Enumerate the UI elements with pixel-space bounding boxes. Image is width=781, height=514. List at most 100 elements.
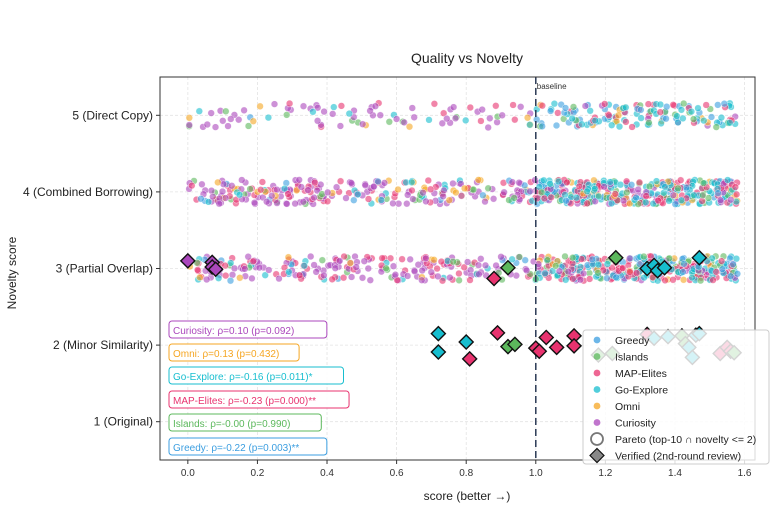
data-point (404, 272, 412, 280)
data-point (211, 123, 220, 131)
data-point (484, 184, 492, 192)
data-point (256, 102, 264, 110)
verified-diamond (548, 339, 565, 356)
data-point (645, 182, 654, 191)
data-point (572, 194, 581, 202)
data-point (581, 102, 590, 110)
data-point (680, 99, 688, 108)
correlation-box (168, 366, 344, 385)
data-point (230, 264, 239, 273)
data-point (586, 107, 594, 115)
data-point (481, 261, 490, 270)
legend-label: Islands (615, 352, 648, 364)
data-point (533, 115, 541, 124)
data-point (342, 194, 350, 202)
data-point (209, 193, 217, 201)
data-point (477, 255, 485, 263)
y-axis-label: Novelty score (5, 236, 19, 309)
verified-diamond (207, 261, 224, 278)
data-point (185, 114, 193, 122)
data-point (224, 122, 232, 130)
data-point (449, 179, 457, 188)
data-point (466, 276, 474, 284)
x-axis-label: score (better →) (424, 489, 511, 503)
data-point (405, 123, 414, 131)
data-point (632, 269, 641, 277)
correlation-box (168, 343, 300, 362)
x-tick-label: 0.4 (320, 468, 334, 479)
data-point (635, 178, 644, 187)
data-point (203, 275, 211, 284)
data-point (235, 191, 244, 199)
data-point (283, 111, 291, 119)
legend-marker (593, 336, 601, 344)
data-point (195, 107, 203, 115)
legend-marker (590, 432, 604, 446)
data-point (526, 187, 534, 195)
data-point (452, 188, 460, 197)
data-point (324, 188, 332, 197)
data-point (197, 195, 205, 203)
data-point (348, 273, 356, 281)
x-tick-label: 1.2 (598, 468, 612, 479)
data-point (626, 268, 634, 276)
data-point (336, 257, 344, 265)
data-point (258, 178, 267, 186)
data-point (222, 107, 230, 115)
data-point (671, 200, 679, 208)
verified-diamond (458, 334, 475, 351)
data-point (595, 192, 603, 201)
data-point (583, 199, 591, 207)
data-point (707, 113, 716, 121)
data-point (669, 276, 677, 284)
correlation-label: Greedy: ρ=-0.22 (p=0.003)** (173, 443, 299, 454)
data-point (657, 119, 665, 128)
data-point (733, 270, 742, 278)
data-point (430, 100, 439, 108)
data-point (632, 194, 640, 202)
x-tick-label: 1.0 (529, 468, 543, 479)
data-point (680, 260, 688, 268)
data-point (218, 187, 227, 196)
data-point (330, 103, 338, 111)
verified-diamond (566, 337, 583, 354)
data-point (361, 181, 369, 189)
data-point (419, 189, 427, 197)
data-point (615, 122, 624, 131)
data-point (311, 179, 319, 187)
data-point (661, 276, 669, 285)
data-point (215, 200, 223, 208)
data-point (462, 116, 470, 125)
data-point (370, 183, 378, 191)
data-point (661, 183, 669, 191)
data-point (333, 183, 341, 191)
data-point (486, 114, 494, 122)
data-point (554, 109, 562, 117)
data-point (576, 276, 585, 284)
data-point (291, 200, 299, 208)
legend-label: Omni (615, 401, 640, 413)
data-point (578, 120, 586, 128)
data-point (637, 106, 645, 114)
data-point (314, 117, 322, 125)
verified-diamond (489, 324, 506, 341)
data-point (457, 192, 466, 200)
data-point (509, 101, 517, 109)
verified-diamond (531, 343, 548, 360)
data-point (346, 259, 355, 267)
data-point (521, 256, 529, 264)
legend-label: Go-Explore (615, 385, 668, 397)
data-point (492, 261, 500, 270)
data-point (359, 120, 367, 128)
data-point (716, 196, 725, 204)
data-point (569, 254, 577, 262)
data-point (450, 103, 458, 111)
legend-marker (589, 447, 605, 464)
data-point (336, 122, 345, 130)
data-point (712, 123, 720, 131)
correlation-label: Islands: ρ=-0.00 (p=0.990) (173, 419, 290, 430)
data-point (284, 253, 293, 261)
verified-diamond (538, 329, 555, 346)
data-point (474, 176, 483, 184)
data-point (510, 194, 518, 202)
